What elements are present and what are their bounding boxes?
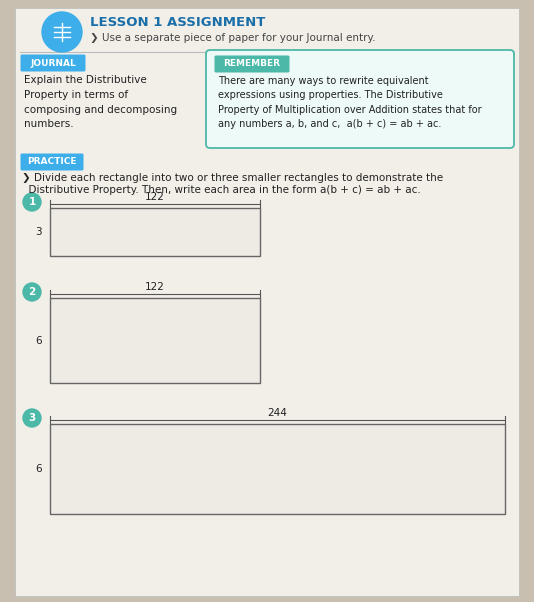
Text: 6: 6 (35, 464, 42, 474)
Text: 3: 3 (35, 227, 42, 237)
Text: Distributive Property. Then, write each area in the form a(b + c) = ab + ac.: Distributive Property. Then, write each … (22, 185, 421, 195)
Bar (50, 208, 260, 256)
Text: PRACTICE: PRACTICE (27, 158, 77, 167)
FancyBboxPatch shape (20, 154, 83, 170)
Text: 3: 3 (28, 413, 36, 423)
Text: LESSON 1 ASSIGNMENT: LESSON 1 ASSIGNMENT (90, 16, 265, 28)
Text: Explain the Distributive
Property in terms of
composing and decomposing
numbers.: Explain the Distributive Property in ter… (24, 75, 177, 129)
Text: 2: 2 (28, 287, 36, 297)
FancyBboxPatch shape (206, 50, 514, 148)
Text: JOURNAL: JOURNAL (30, 58, 76, 67)
Text: 122: 122 (145, 192, 165, 202)
Bar (50, 424, 505, 514)
Text: REMEMBER: REMEMBER (224, 60, 280, 69)
FancyBboxPatch shape (215, 55, 289, 72)
Text: ❯ Divide each rectangle into two or three smaller rectangles to demonstrate the: ❯ Divide each rectangle into two or thre… (22, 173, 443, 183)
Text: 122: 122 (145, 282, 165, 292)
Circle shape (23, 283, 41, 301)
FancyBboxPatch shape (15, 8, 519, 596)
Circle shape (23, 193, 41, 211)
Bar (50, 298, 260, 383)
Circle shape (42, 12, 82, 52)
Text: 6: 6 (35, 335, 42, 346)
Circle shape (23, 409, 41, 427)
Text: ❯ Use a separate piece of paper for your Journal entry.: ❯ Use a separate piece of paper for your… (90, 33, 375, 43)
FancyBboxPatch shape (20, 55, 85, 72)
Text: There are many ways to rewrite equivalent
expressions using properties. The Dist: There are many ways to rewrite equivalen… (218, 76, 482, 129)
Text: 244: 244 (268, 408, 287, 418)
Text: 1: 1 (28, 197, 36, 207)
